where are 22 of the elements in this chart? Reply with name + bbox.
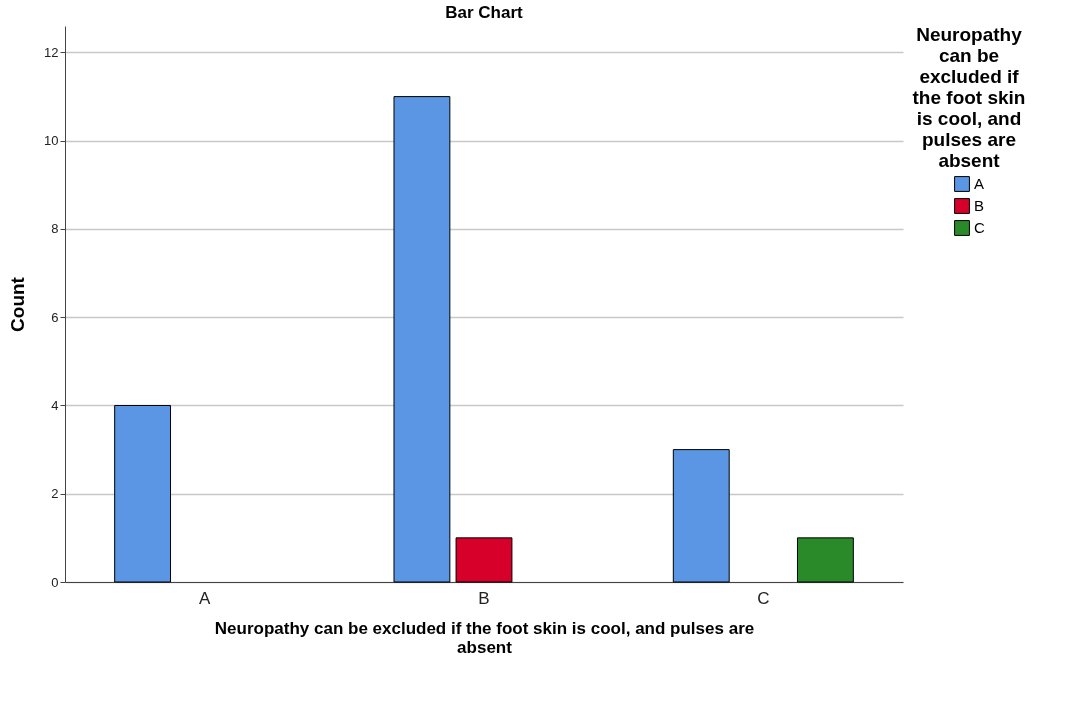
legend-label: B <box>974 197 985 214</box>
x-tick-label: B <box>478 588 490 608</box>
bar <box>393 96 451 583</box>
bar <box>455 537 513 583</box>
y-tick-label: 0 <box>51 574 59 590</box>
bar <box>672 449 730 583</box>
x-tick-label: C <box>757 588 770 608</box>
x-tick-label: A <box>198 588 211 608</box>
legend-label: C <box>974 219 985 236</box>
x-axis-title: Neuropathy can be excluded if the foot skin is cool, and pulses are absent <box>214 618 755 657</box>
legend-label: A <box>974 175 985 192</box>
y-tick-label: 10 <box>44 133 59 149</box>
y-tick-label: 6 <box>51 309 59 325</box>
y-tick-label: 8 <box>51 221 59 237</box>
y-tick-label: 4 <box>51 397 59 413</box>
y-tick-label: 2 <box>51 486 59 502</box>
y-tick-label: 12 <box>44 44 59 60</box>
bar <box>114 404 172 583</box>
bar <box>796 537 854 583</box>
legend-title: Neuropathy can be excluded if the foot skin is cool, and pulses are absent <box>912 24 1026 171</box>
chart-title: Bar Chart <box>445 3 524 22</box>
y-axis-title: Count <box>7 276 29 332</box>
